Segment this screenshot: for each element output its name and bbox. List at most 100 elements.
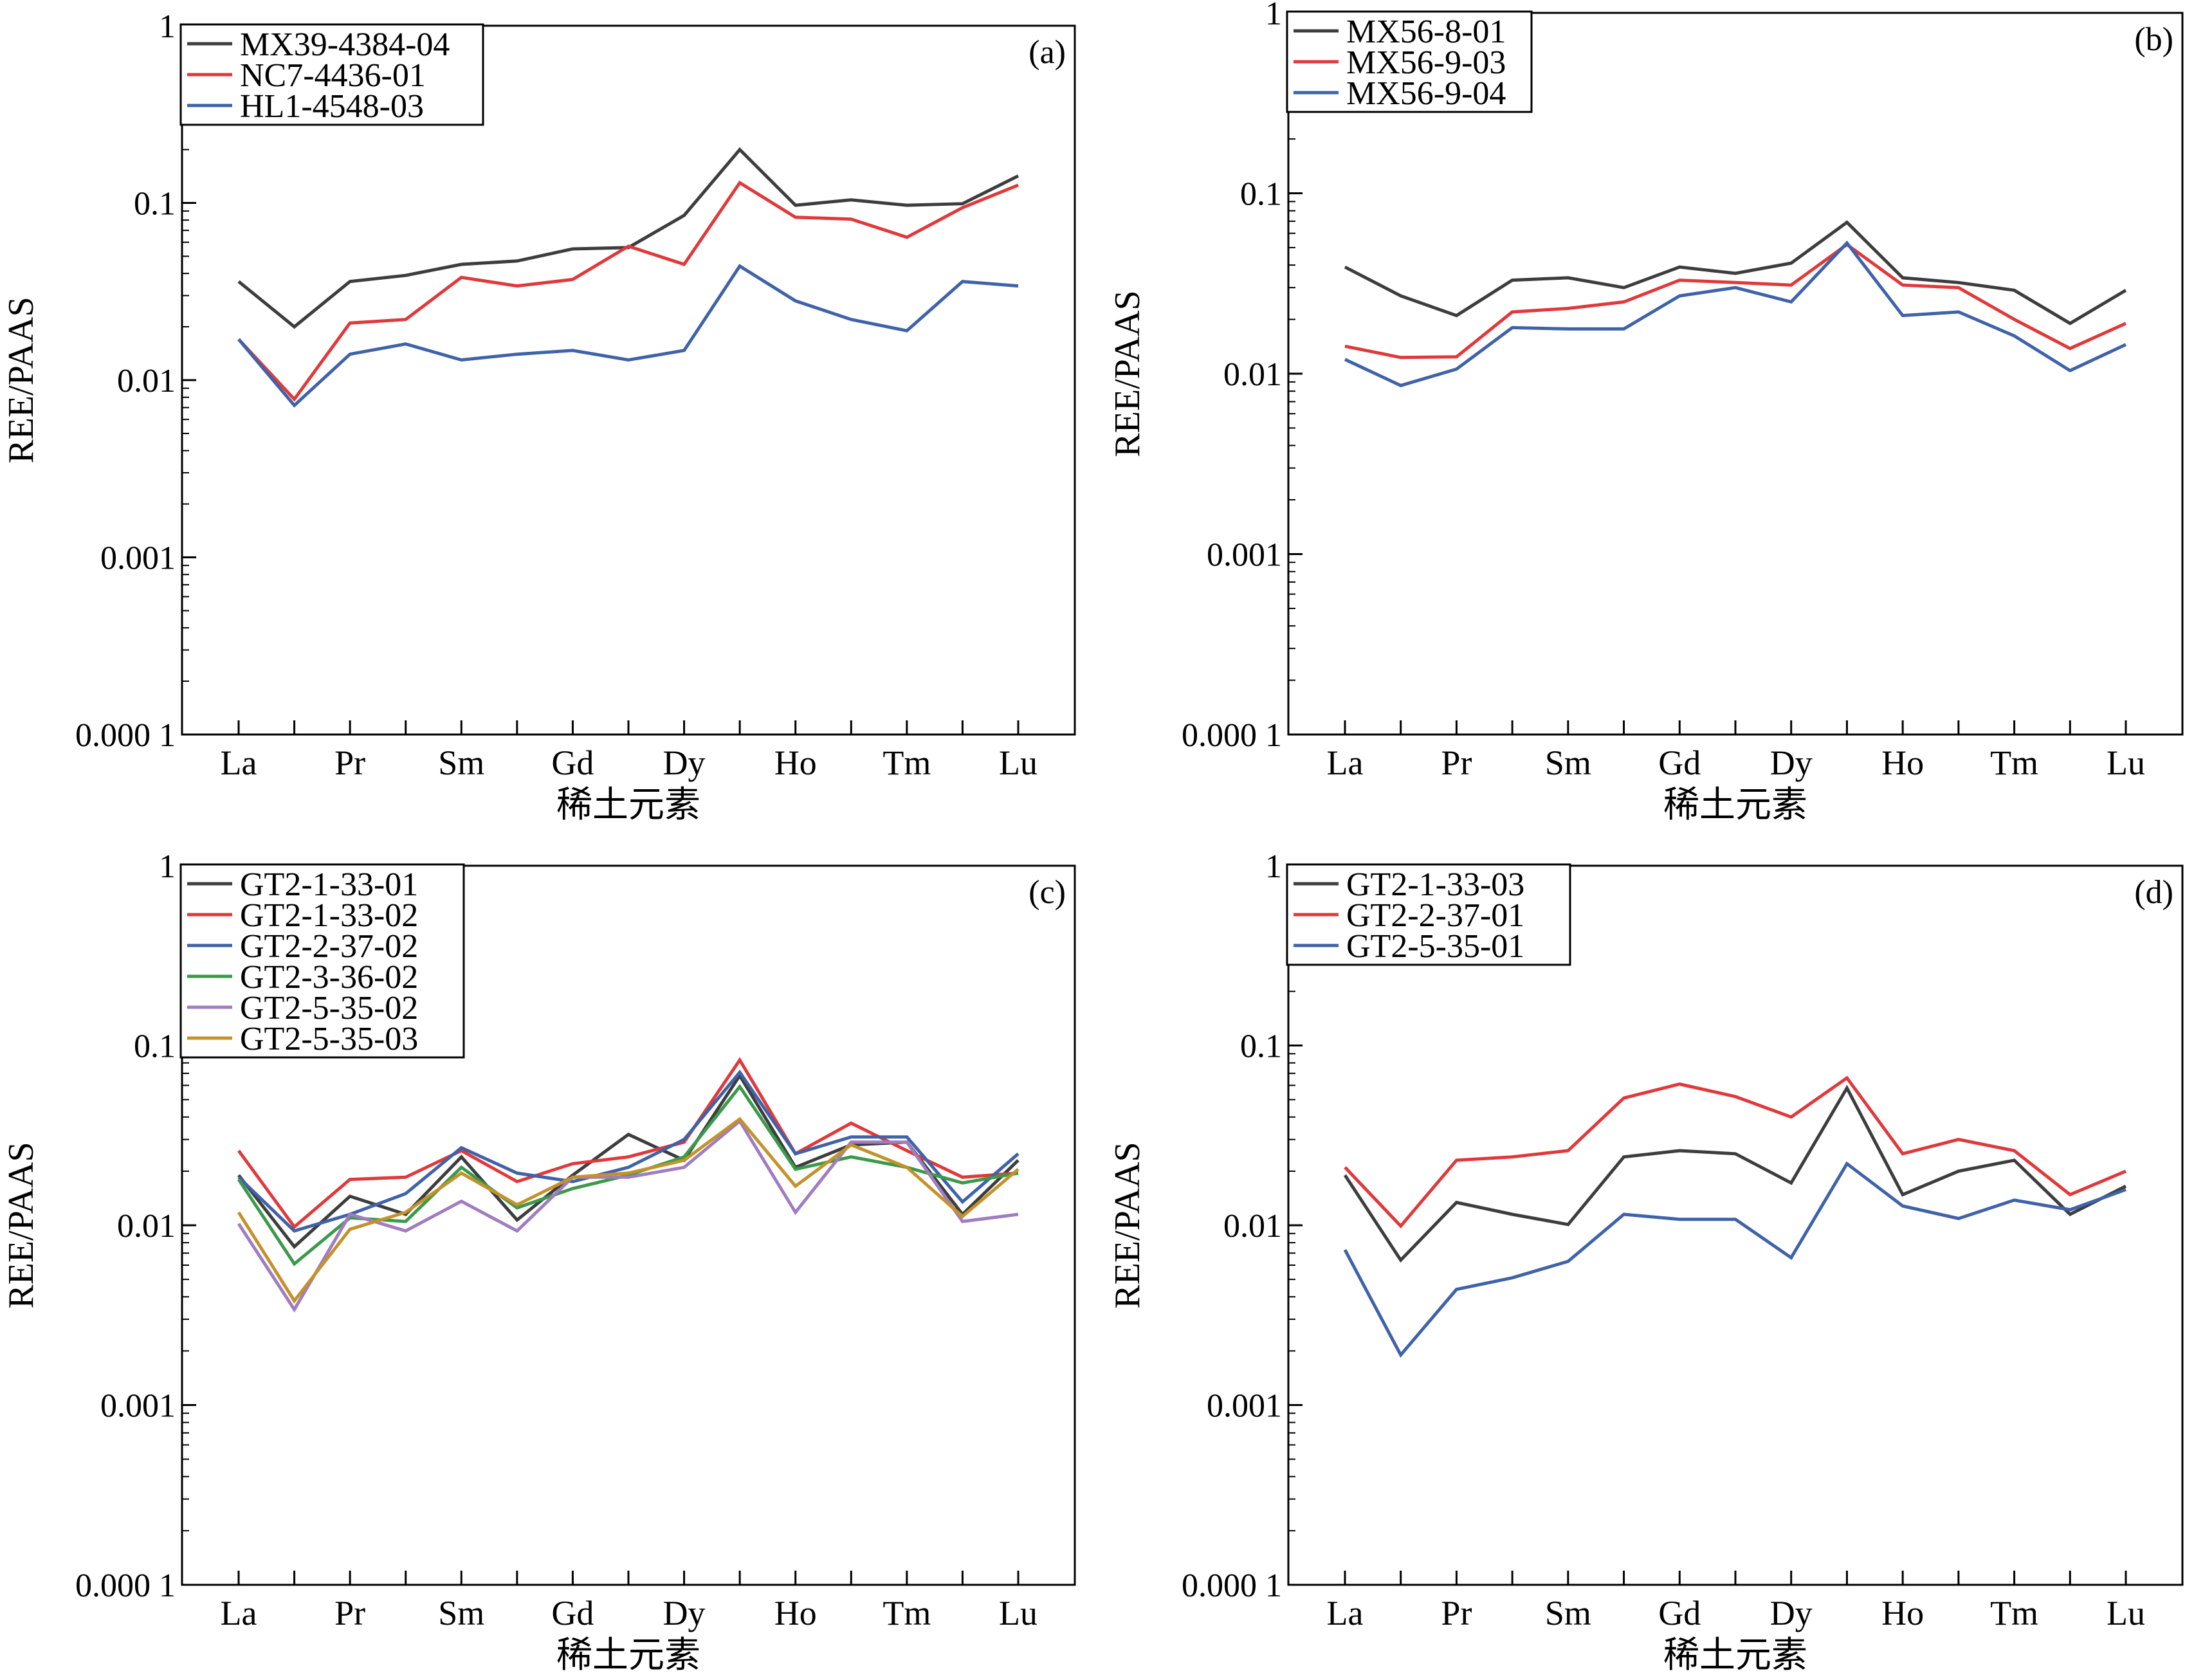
series-line-1	[237, 147, 1019, 329]
legend-label: GT2-5-35-01	[1346, 928, 1524, 965]
x-axis-title: 稀土元素	[1663, 1636, 1807, 1675]
y-tick-label: 0.01	[1223, 1208, 1282, 1245]
x-tick-label: Lu	[2107, 744, 2145, 782]
x-tick-label: Dy	[663, 1594, 706, 1632]
legend-label: GT2-1-33-03	[1346, 866, 1524, 903]
legend-box	[179, 863, 465, 1059]
legend-label: HL1-4548-03	[240, 88, 424, 125]
legend-label: NC7-4436-01	[240, 57, 426, 94]
chart-panel-a: 0.000 1 0.001 0.01 0.1 1 La Pr Sm Gd Dy Ho Tm Lu 稀土元素…	[1, 8, 1076, 825]
x-tick-label: Ho	[774, 744, 817, 782]
x-tick-label: Gd	[1658, 1594, 1701, 1632]
y-tick-label: 1	[1265, 0, 1282, 32]
y-tick-label: 0.01	[117, 1208, 176, 1245]
x-tick-label: Pr	[1441, 744, 1472, 782]
y-axis-title: REE/PAAS	[1, 297, 41, 463]
x-tick-label: La	[221, 1594, 257, 1632]
y-axis-title: REE/PAAS	[1, 1142, 41, 1308]
y-tick-label: 0.001	[1207, 537, 1282, 574]
x-tick-label: Tm	[1990, 744, 2038, 782]
y-tick-label: 0.1	[1240, 1028, 1282, 1065]
y-tick-label: 0.01	[117, 363, 176, 399]
x-tick-label: Lu	[999, 1594, 1038, 1632]
y-tick-label: 0.001	[100, 540, 176, 577]
y-axis-title: REE/PAAS	[1108, 1142, 1147, 1308]
panel-label: (d)	[2134, 874, 2173, 911]
y-axis-title: REE/PAAS	[1108, 290, 1147, 457]
x-tick-label: Dy	[1770, 744, 1813, 782]
legend-label: GT2-1-33-01	[240, 866, 418, 903]
series-line-5	[237, 1118, 1019, 1313]
series-line-1	[1344, 220, 2127, 325]
chart-panel-c: 0.000 1 0.001 0.01 0.1 1 La Pr Sm Gd Dy Ho Tm Lu 稀土元素…	[1, 848, 1076, 1675]
x-tick-label: Tm	[1990, 1594, 2038, 1632]
plot-frame	[1287, 12, 2184, 736]
series-line-3	[1343, 1161, 2126, 1358]
plot-frame	[1287, 864, 2184, 1586]
x-tick-label: Tm	[882, 744, 931, 782]
x-tick-label: Sm	[438, 1594, 484, 1632]
series-line-6	[237, 1117, 1019, 1304]
x-tick-label: Sm	[1545, 744, 1591, 782]
x-tick-label: Lu	[2107, 1594, 2145, 1632]
chart-panel-d: 0.000 1 0.001 0.01 0.1 1 La Pr Sm Gd Dy Ho Tm Lu 稀土元素…	[1108, 848, 2184, 1675]
x-tick-label: Sm	[438, 744, 484, 782]
x-tick-label: Ho	[1881, 744, 1924, 782]
x-tick-label: La	[221, 744, 257, 782]
y-tick-label: 0.01	[1223, 356, 1282, 393]
x-tick-label: Dy	[663, 744, 706, 782]
chart-panel-b: 0.000 1 0.001 0.01 0.1 1 La Pr Sm Gd Dy Ho Tm Lu 稀土元素…	[1108, 0, 2184, 825]
y-tick-label: 1	[1265, 848, 1282, 885]
x-tick-label: Gd	[551, 744, 594, 782]
x-tick-label: Gd	[551, 1594, 594, 1632]
series-line-3	[1344, 240, 2127, 388]
series-line-1	[237, 1072, 1019, 1249]
series-line-4	[237, 1084, 1019, 1266]
x-axis-title: 稀土元素	[556, 785, 700, 825]
x-tick-label: La	[1327, 744, 1364, 782]
x-tick-label: Gd	[1658, 744, 1701, 782]
panel-label: (c)	[1029, 874, 1066, 911]
legend-label: GT2-2-37-01	[1346, 897, 1524, 934]
y-tick-label: 0.1	[1240, 176, 1282, 213]
legend-label: MX56-9-03	[1346, 44, 1506, 81]
x-axis-title: 稀土元素	[1663, 785, 1807, 825]
x-tick-label: Ho	[774, 1594, 817, 1632]
y-tick-label: 0.000 1	[75, 717, 176, 754]
legend-label: GT2-3-36-02	[240, 959, 418, 996]
legend-label: GT2-5-35-03	[240, 1021, 418, 1057]
y-tick-label: 0.000 1	[1182, 717, 1282, 754]
x-tick-label: Pr	[1441, 1594, 1472, 1632]
y-tick-label: 0.001	[1207, 1388, 1282, 1425]
panel-label: (a)	[1029, 34, 1066, 71]
series-line-2	[237, 180, 1019, 402]
legend-label: GT2-5-35-02	[240, 990, 418, 1027]
x-axis-title: 稀土元素	[556, 1636, 700, 1675]
x-tick-label: La	[1327, 1594, 1364, 1632]
y-tick-label: 0.001	[100, 1388, 176, 1425]
legend-label: GT2-1-33-02	[240, 897, 418, 934]
legend-label: MX56-9-04	[1346, 75, 1506, 112]
y-tick-label: 0.000 1	[1182, 1567, 1282, 1604]
series-line-1	[1343, 1084, 2127, 1263]
x-tick-label: Pr	[334, 1594, 365, 1632]
legend-label: GT2-2-37-02	[240, 928, 418, 965]
x-tick-label: Tm	[882, 1594, 931, 1632]
x-tick-label: Dy	[1770, 1594, 1813, 1632]
y-tick-label: 0.1	[134, 1028, 176, 1065]
y-tick-label: 0.000 1	[75, 1567, 176, 1604]
y-tick-label: 1	[159, 8, 176, 45]
x-tick-label: Lu	[999, 744, 1038, 782]
y-tick-label: 1	[159, 848, 176, 885]
legend-label: MX56-8-01	[1346, 14, 1506, 50]
series-line-3	[237, 1069, 1019, 1233]
series-line-2	[1344, 242, 2127, 360]
x-tick-label: Ho	[1881, 1594, 1924, 1632]
series-line-3	[237, 264, 1019, 408]
legend-label: MX39-4384-04	[240, 26, 450, 63]
panel-label: (b)	[2134, 21, 2173, 58]
plot-frame	[181, 24, 1076, 736]
series-line-2	[1344, 1075, 2126, 1228]
x-tick-label: Pr	[334, 744, 365, 782]
